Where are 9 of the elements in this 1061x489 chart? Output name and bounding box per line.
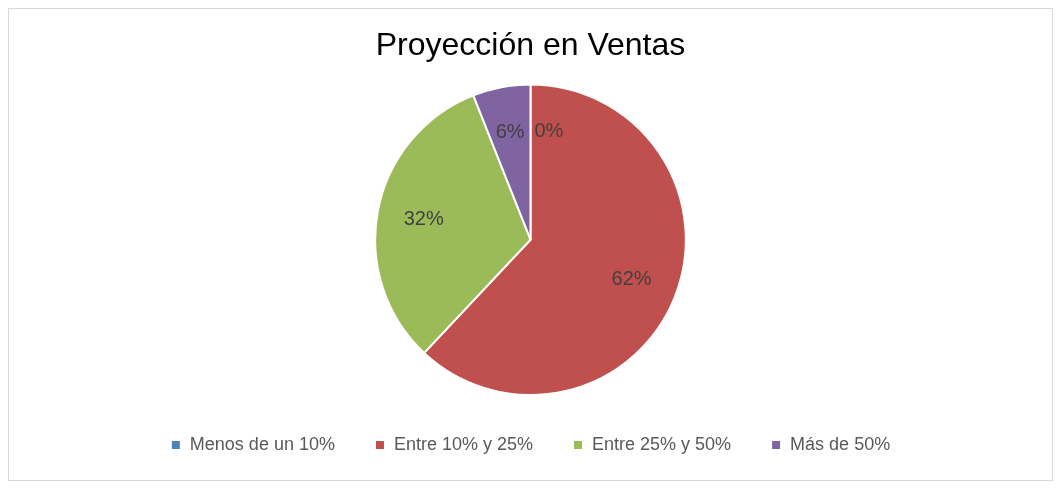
legend-label: Más de 50% [790,433,891,454]
legend-label: Entre 10% y 25% [393,433,534,454]
legend-label: Menos de un 10% [189,433,335,454]
data-label: 6% [495,120,525,143]
data-label: 32% [403,206,444,229]
legend-label: Entre 25% y 50% [592,433,732,454]
text: 0% [534,118,564,141]
data-label: 62% [611,267,652,290]
chart-title: Proyección en Ventas [375,26,686,63]
